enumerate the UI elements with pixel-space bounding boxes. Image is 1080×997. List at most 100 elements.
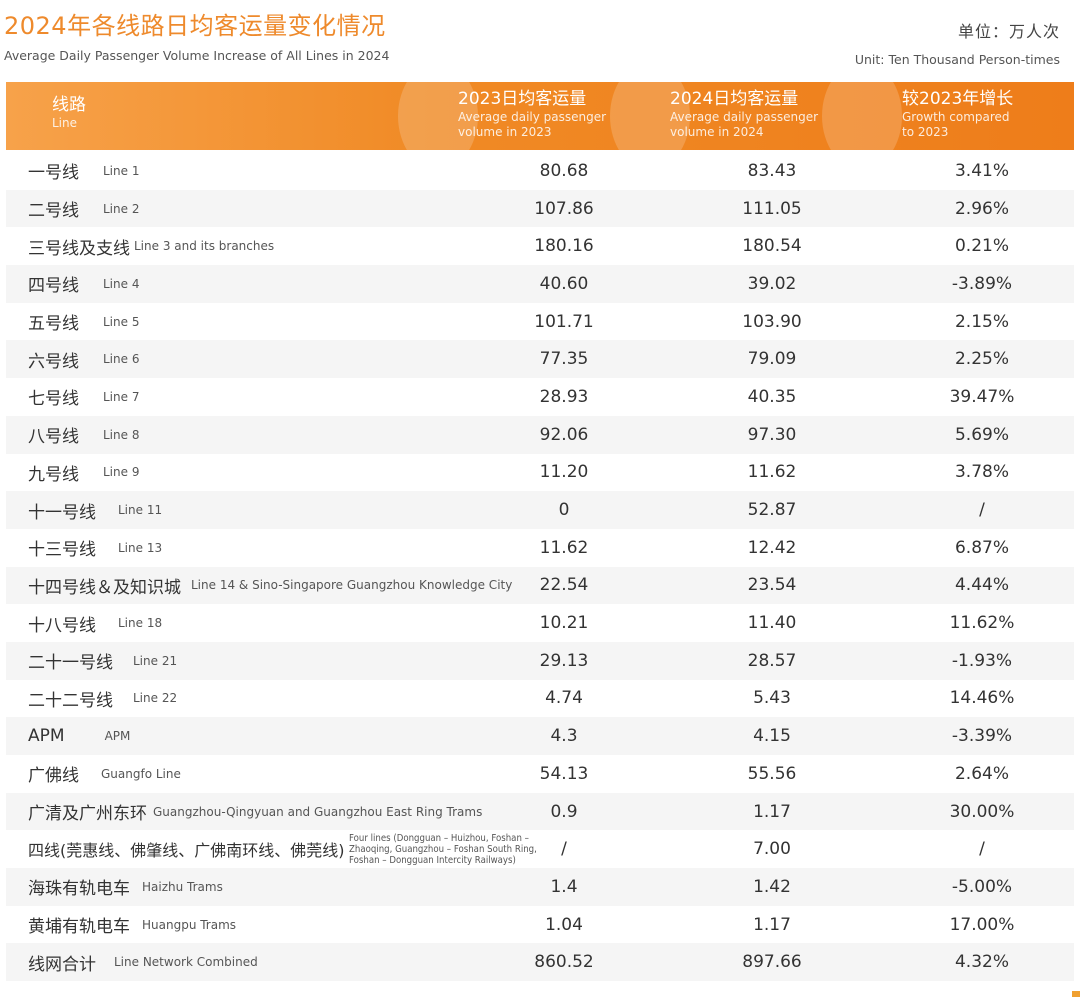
growth-value: -1.93% [951, 650, 1013, 671]
value-2023: 107.86 [534, 198, 594, 219]
value-2024: 52.87 [747, 500, 797, 521]
line-name-cn: 十一号线 [28, 502, 96, 523]
growth-value: -5.00% [951, 876, 1013, 897]
line-name-cn: 二十一号线 [28, 653, 113, 674]
value-2024: 12.42 [747, 537, 797, 558]
line-name: 十三号线 Line 13 [28, 529, 162, 567]
unit-label-en: Unit: Ten Thousand Person-times [854, 52, 1060, 67]
line-name: 广清及广州东环 Guangzhou-Qingyuan and Guangzhou… [28, 793, 482, 831]
line-name-cn: 广清及广州东环 [28, 804, 147, 825]
value-2023: 22.54 [539, 575, 589, 596]
growth-value: 11.62% [949, 613, 1015, 634]
line-name-cn: 九号线 [28, 464, 79, 485]
table-row: 十四号线＆及知识城 Line 14 & Sino-Singapore Guang… [6, 566, 1074, 605]
table-row: 二号线 Line 2 107.86 111.05 2.96% [6, 189, 1074, 228]
value-2024: 97.30 [747, 424, 797, 445]
table-row: 二十一号线 Line 21 29.13 28.57 -1.93% [6, 641, 1074, 680]
line-name-en: Line 8 [103, 427, 140, 442]
header-2023-cn: 2023日均客运量 [458, 89, 587, 109]
table-row: 七号线 Line 7 28.93 40.35 39.47% [6, 378, 1074, 416]
header-2024-en-1: Average daily passenger [670, 110, 819, 124]
value-2023: / [561, 839, 567, 860]
growth-value: 4.32% [954, 952, 1009, 973]
line-name-en: Line 4 [103, 276, 140, 291]
growth-value: 14.46% [949, 688, 1015, 709]
line-name: 十一号线 Line 11 [28, 491, 162, 529]
table-row: 八号线 Line 8 92.06 97.30 5.69% [6, 415, 1074, 454]
line-name-en: Line 22 [133, 691, 178, 706]
value-2023: 29.13 [539, 650, 589, 671]
line-name-en: Line 1 [103, 163, 140, 178]
header-2024: 2024日均客运量 Average daily passenger volume… [670, 88, 818, 140]
line-name-cn: 四线(莞惠线、佛肇线、广佛南环线、佛莞线) [28, 841, 345, 861]
table-row: 十三号线 Line 13 11.62 12.42 6.87% [6, 529, 1074, 567]
header-2023-en-1: Average daily passenger [458, 110, 607, 124]
growth-value: 6.87% [954, 537, 1009, 558]
value-2024: 180.54 [742, 236, 802, 257]
line-name-cn: 二号线 [28, 201, 79, 222]
header-2023: 2023日均客运量 Average daily passenger volume… [458, 88, 606, 140]
value-2024: 5.43 [753, 688, 791, 709]
line-name-cn: 三号线及支线 [28, 238, 130, 259]
value-2024: 7.00 [753, 839, 791, 860]
line-name-cn: 六号线 [28, 351, 79, 372]
line-name: 四线(莞惠线、佛肇线、广佛南环线、佛莞线) Four lines (Donggu… [28, 830, 585, 868]
line-name: 二十二号线 Line 22 [28, 680, 177, 718]
header-line-cn: 线路 [52, 95, 86, 115]
value-2023: 0.9 [550, 801, 578, 822]
growth-value: 2.96% [954, 198, 1009, 219]
value-2024: 111.05 [742, 198, 802, 219]
value-2023: 80.68 [539, 160, 589, 181]
header-2024-cn: 2024日均客运量 [670, 89, 799, 109]
line-name-en: Line 14 & Sino-Singapore Guangzhou Knowl… [191, 578, 513, 593]
value-2024: 1.42 [753, 876, 791, 897]
value-2023: 11.20 [539, 462, 589, 483]
header-2023-en-2: volume in 2023 [458, 125, 552, 139]
growth-value: / [979, 500, 985, 521]
line-name-cn: 一号线 [28, 163, 79, 184]
line-name-cn: 五号线 [28, 314, 79, 335]
growth-value: 5.69% [954, 424, 1009, 445]
value-2023: 54.13 [539, 763, 589, 784]
value-2023: 0 [558, 500, 570, 521]
growth-value: 17.00% [949, 914, 1015, 935]
table-row: 五号线 Line 5 101.71 103.90 2.15% [6, 303, 1074, 341]
header-line-en: Line [52, 116, 78, 130]
value-2024: 83.43 [747, 160, 797, 181]
value-2023: 4.3 [550, 726, 578, 747]
table-row: 一号线 Line 1 80.68 83.43 3.41% [6, 152, 1074, 190]
growth-value: -3.89% [951, 273, 1013, 294]
value-2023: 40.60 [539, 273, 589, 294]
value-2023: 4.74 [545, 688, 583, 709]
line-name-cn: 海珠有轨电车 [28, 879, 130, 900]
line-name: APM APM [28, 717, 130, 755]
unit-block: 单位：万人次 Unit: Ten Thousand Person-times [855, 18, 1060, 67]
header-line: 线路 Line [52, 94, 86, 131]
header-decoration [822, 82, 902, 150]
corner-decoration [1072, 991, 1080, 997]
growth-value: 3.41% [954, 160, 1009, 181]
table-row: 四线(莞惠线、佛肇线、广佛南环线、佛莞线) Four lines (Donggu… [6, 830, 1074, 868]
line-name-en: Line Network Combined [114, 955, 258, 970]
line-name-cn: 十四号线＆及知识城 [28, 577, 181, 598]
value-2023: 10.21 [539, 613, 589, 634]
value-2024: 55.56 [747, 763, 797, 784]
header-decoration [398, 82, 478, 150]
line-name-en: Guangfo Line [101, 766, 181, 781]
value-2024: 39.02 [747, 273, 797, 294]
line-name-en: Haizhu Trams [142, 879, 223, 894]
line-name-en: Line 3 and its branches [134, 239, 275, 254]
line-name: 九号线 Line 9 [28, 454, 139, 492]
table-row: 十八号线 Line 18 10.21 11.40 11.62% [6, 604, 1074, 642]
value-2024: 4.15 [753, 726, 791, 747]
growth-value: 2.15% [954, 311, 1009, 332]
table-row: APM APM 4.3 4.15 -3.39% [6, 717, 1074, 755]
line-name-en: Line 6 [103, 352, 140, 367]
growth-value: 2.25% [954, 349, 1009, 370]
line-name-cn: 八号线 [28, 427, 79, 448]
line-name-cn: 二十二号线 [28, 690, 113, 711]
line-name: 二号线 Line 2 [28, 190, 139, 228]
line-name: 四号线 Line 4 [28, 265, 139, 303]
table-row: 十一号线 Line 11 0 52.87 / [6, 491, 1074, 529]
line-name: 线网合计 Line Network Combined [28, 943, 258, 981]
